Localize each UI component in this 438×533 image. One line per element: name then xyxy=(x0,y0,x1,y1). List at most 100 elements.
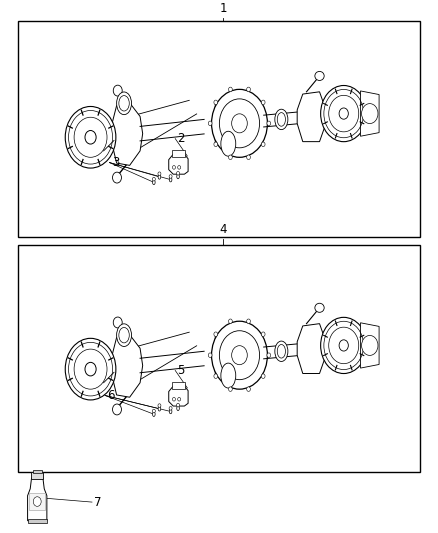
Circle shape xyxy=(65,338,116,400)
Text: 2: 2 xyxy=(177,132,185,145)
Circle shape xyxy=(178,398,180,401)
Circle shape xyxy=(214,100,218,104)
Circle shape xyxy=(229,387,232,391)
Polygon shape xyxy=(112,103,143,165)
Ellipse shape xyxy=(275,341,288,361)
Circle shape xyxy=(177,172,180,175)
Text: 6: 6 xyxy=(107,389,115,402)
Polygon shape xyxy=(112,335,143,397)
Circle shape xyxy=(247,87,251,92)
Circle shape xyxy=(229,319,232,324)
Circle shape xyxy=(328,95,359,132)
Polygon shape xyxy=(264,344,299,359)
Circle shape xyxy=(65,107,116,168)
Circle shape xyxy=(267,353,271,358)
Ellipse shape xyxy=(277,112,286,126)
Circle shape xyxy=(214,142,218,147)
Circle shape xyxy=(261,374,265,378)
Circle shape xyxy=(229,155,232,159)
Circle shape xyxy=(247,387,251,391)
Text: 7: 7 xyxy=(94,496,102,508)
Circle shape xyxy=(339,108,348,119)
Text: 4: 4 xyxy=(219,223,227,236)
Polygon shape xyxy=(297,92,325,142)
Ellipse shape xyxy=(152,412,155,416)
Circle shape xyxy=(177,403,180,407)
Ellipse shape xyxy=(315,71,324,80)
Circle shape xyxy=(158,172,161,175)
Circle shape xyxy=(229,87,232,92)
Circle shape xyxy=(321,317,367,374)
Polygon shape xyxy=(140,119,204,141)
Circle shape xyxy=(219,331,260,379)
Circle shape xyxy=(113,317,122,328)
Circle shape xyxy=(85,362,96,376)
Circle shape xyxy=(328,327,359,364)
Polygon shape xyxy=(297,324,325,374)
Polygon shape xyxy=(169,154,188,174)
Circle shape xyxy=(339,340,348,351)
Ellipse shape xyxy=(170,177,172,182)
Ellipse shape xyxy=(315,303,324,312)
Bar xyxy=(172,150,185,157)
Circle shape xyxy=(219,99,260,148)
Polygon shape xyxy=(215,334,264,377)
Ellipse shape xyxy=(119,95,129,111)
Circle shape xyxy=(212,90,267,157)
Polygon shape xyxy=(140,351,204,373)
Ellipse shape xyxy=(277,344,286,358)
Ellipse shape xyxy=(170,409,172,414)
Circle shape xyxy=(113,85,122,96)
Bar xyxy=(29,493,45,510)
Circle shape xyxy=(212,321,267,389)
Circle shape xyxy=(214,374,218,378)
Text: 5: 5 xyxy=(177,364,185,377)
Bar xyxy=(28,519,47,523)
Circle shape xyxy=(169,175,172,178)
Bar xyxy=(172,382,185,389)
Circle shape xyxy=(33,497,41,506)
Text: 3: 3 xyxy=(112,156,119,169)
Circle shape xyxy=(158,404,161,407)
Ellipse shape xyxy=(119,327,129,343)
Circle shape xyxy=(267,121,271,126)
Circle shape xyxy=(208,121,212,126)
Circle shape xyxy=(113,172,121,183)
Polygon shape xyxy=(360,323,379,368)
Circle shape xyxy=(113,404,121,415)
Circle shape xyxy=(232,114,247,133)
Circle shape xyxy=(74,117,107,157)
Circle shape xyxy=(247,155,251,159)
Circle shape xyxy=(74,349,107,389)
Circle shape xyxy=(261,142,265,147)
Bar xyxy=(18,245,420,472)
Circle shape xyxy=(152,177,155,181)
Circle shape xyxy=(178,166,180,169)
Ellipse shape xyxy=(117,324,131,346)
Circle shape xyxy=(169,407,172,410)
Polygon shape xyxy=(28,478,47,521)
Circle shape xyxy=(85,131,96,144)
Ellipse shape xyxy=(152,180,155,184)
Bar xyxy=(33,470,42,473)
Bar xyxy=(31,472,43,479)
Circle shape xyxy=(173,166,176,169)
Circle shape xyxy=(362,103,378,124)
Polygon shape xyxy=(215,102,264,145)
Bar xyxy=(18,21,420,237)
Ellipse shape xyxy=(221,363,236,388)
Text: 1: 1 xyxy=(219,2,227,15)
Ellipse shape xyxy=(158,175,161,179)
Circle shape xyxy=(214,332,218,336)
Circle shape xyxy=(362,335,378,356)
Ellipse shape xyxy=(177,406,179,410)
Ellipse shape xyxy=(275,109,288,130)
Ellipse shape xyxy=(158,407,161,411)
Circle shape xyxy=(152,409,155,413)
Ellipse shape xyxy=(92,124,99,150)
Ellipse shape xyxy=(92,356,99,382)
Circle shape xyxy=(247,319,251,324)
Polygon shape xyxy=(360,91,379,136)
Circle shape xyxy=(321,85,367,142)
Polygon shape xyxy=(264,112,299,127)
